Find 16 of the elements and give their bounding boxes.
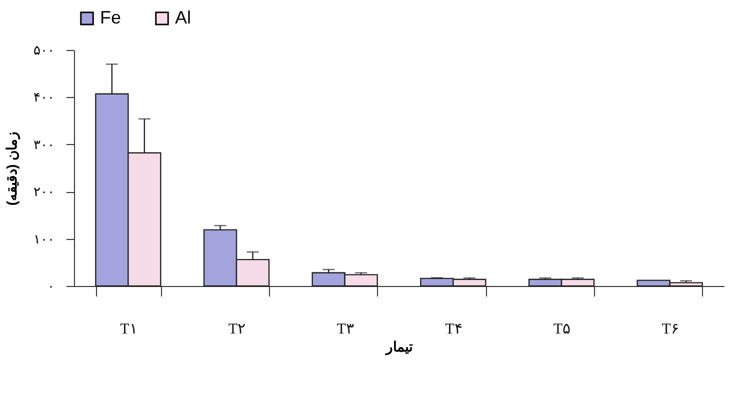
y-tick-label: ۱۰۰ [34,231,54,246]
x-axis-title: تیمار [385,338,413,356]
legend-label: Fe [100,7,122,28]
x-tick-label: T۲ [228,322,246,338]
y-tick-label: ۵۰۰ [34,42,54,58]
y-tick-label: ۳۰۰ [34,136,54,152]
x-tick-label: T۱ [120,322,138,338]
y-axis-title: زمان (دقیقه) [4,131,20,206]
y-tick-label: ۰ [48,278,54,294]
legend-label: Al [175,7,192,28]
x-tick-label: T۶ [662,322,679,338]
y-tick-label: ۴۰۰ [34,90,54,105]
y-tick-label: ۲۰۰ [34,184,54,200]
x-tick-label: T۳ [336,322,354,338]
x-tick-label: T۴ [445,322,462,338]
x-tick-label: T۵ [553,322,571,338]
